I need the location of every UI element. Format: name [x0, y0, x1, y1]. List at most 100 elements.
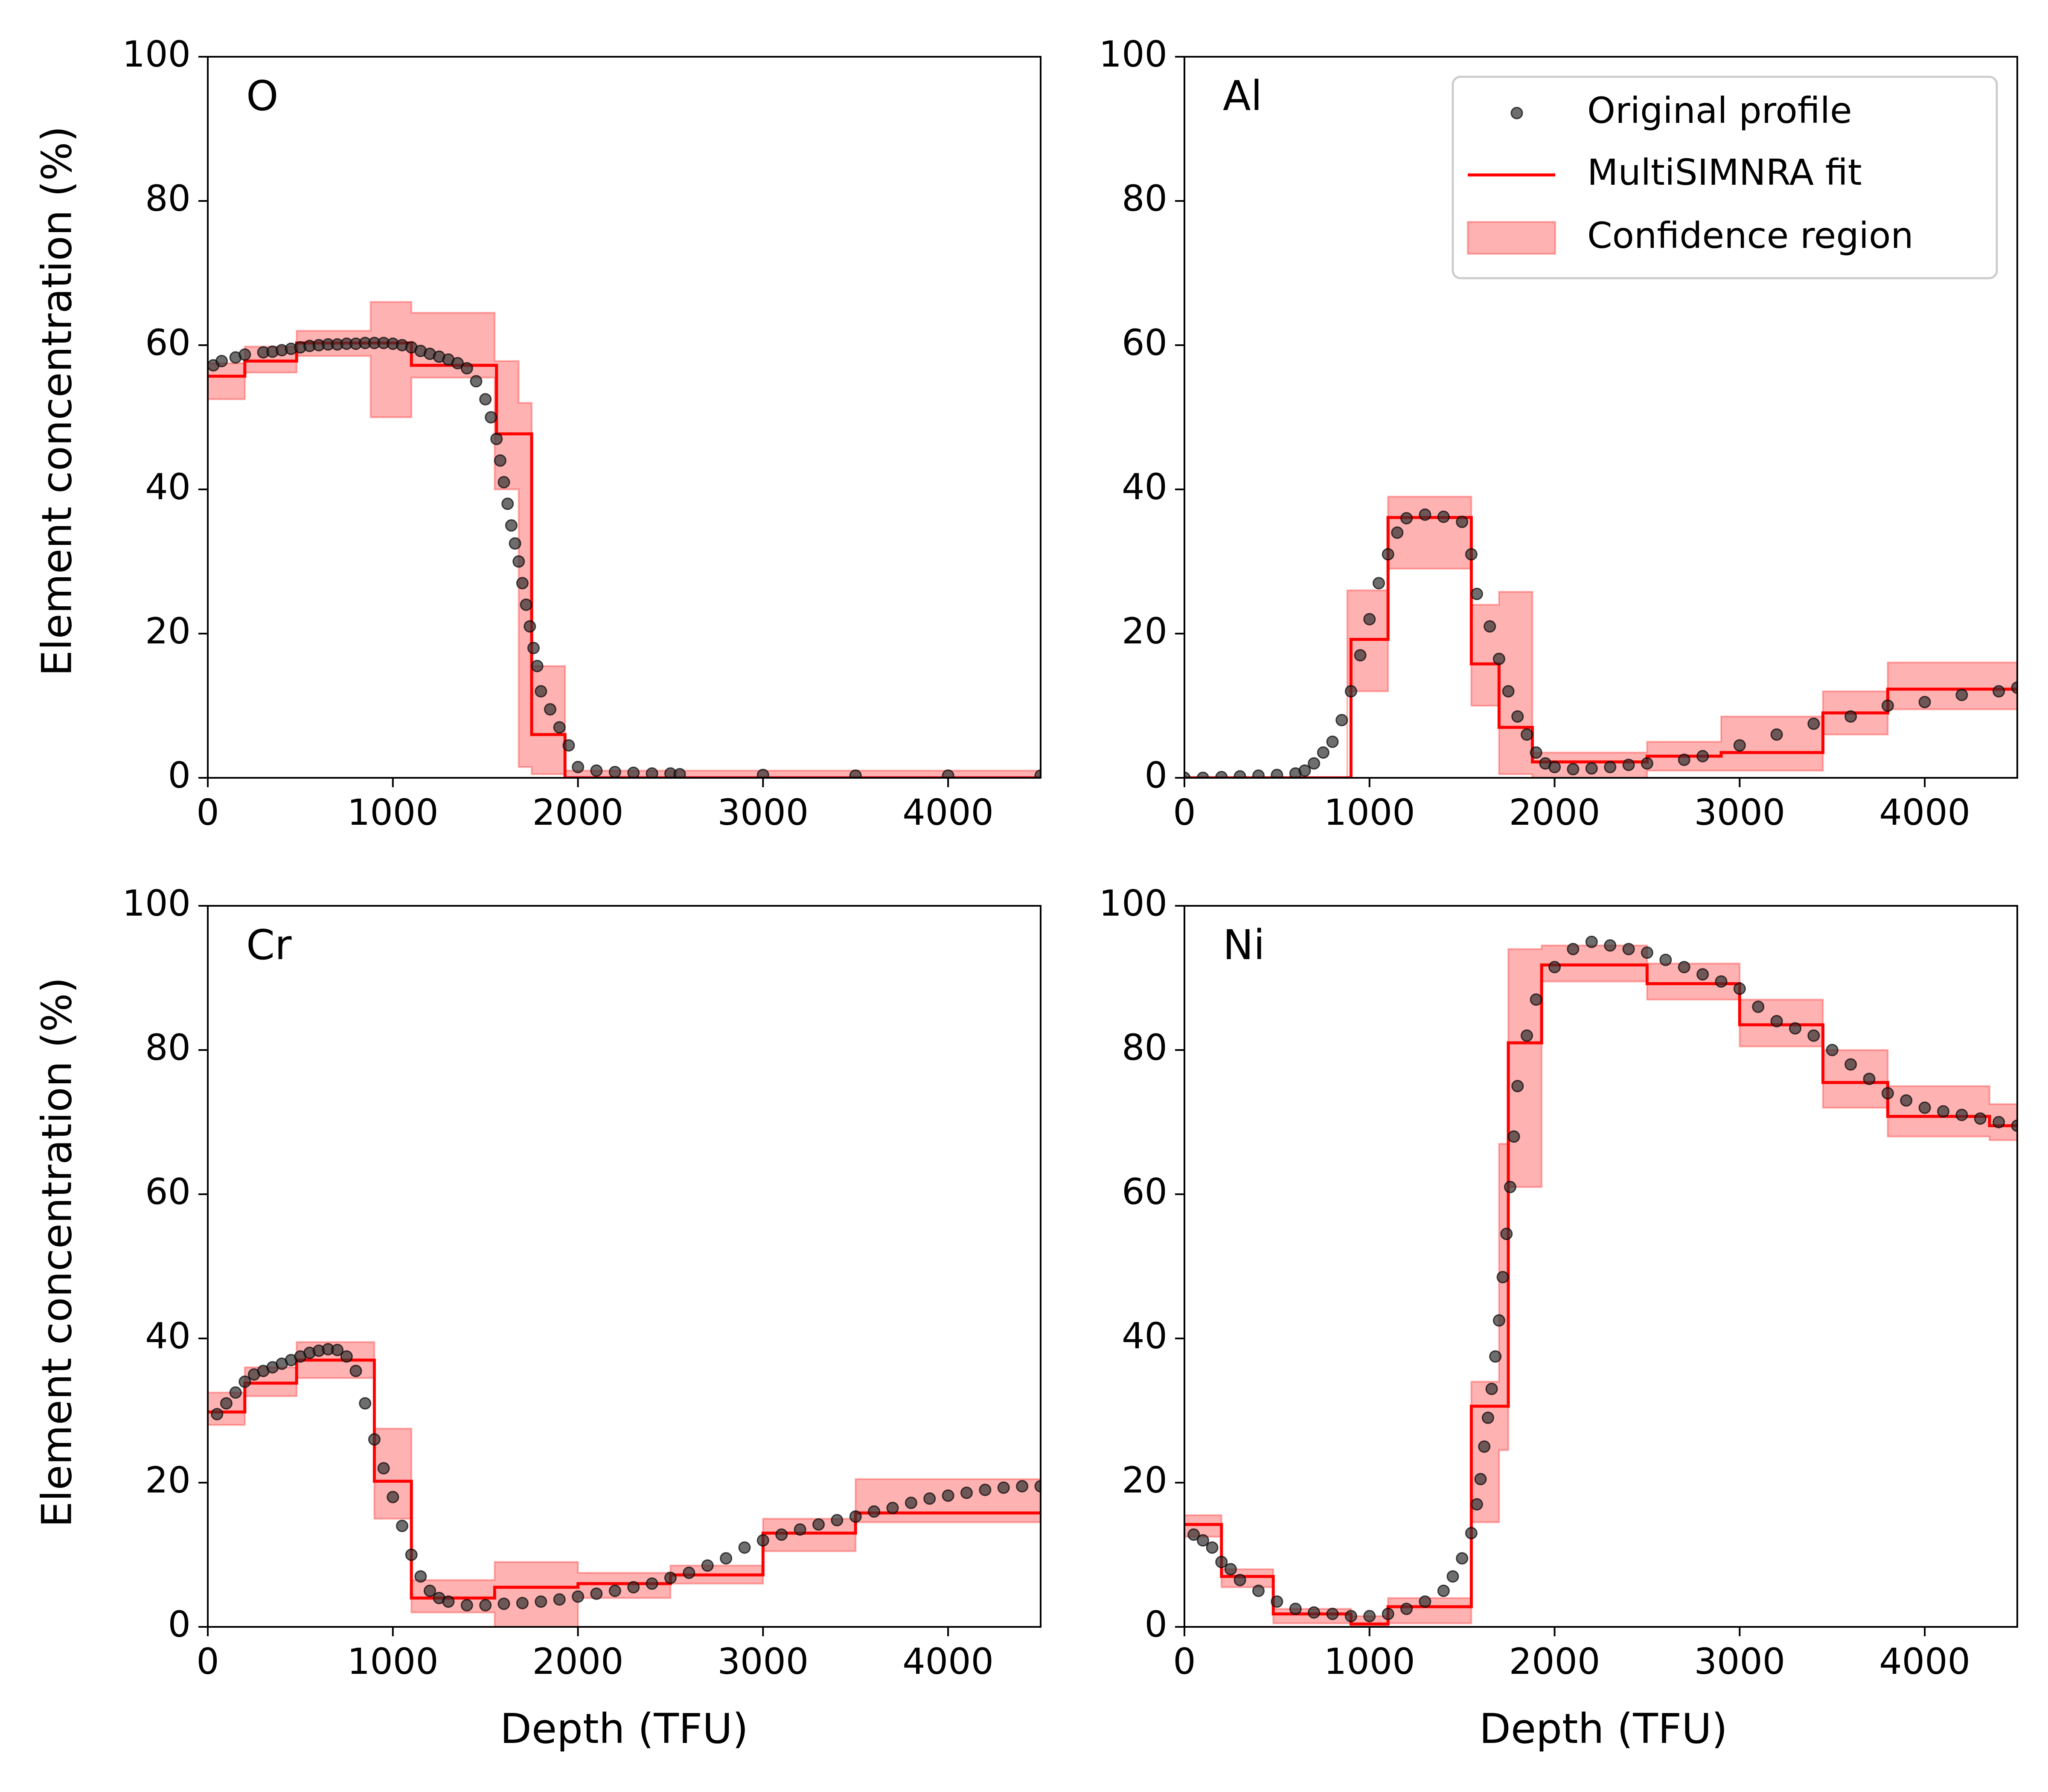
data-point	[1585, 762, 1598, 775]
data-point	[646, 1577, 658, 1590]
panel-ni: 0 1000 2000 3000 4000 0 20 40 60 80 100 Ni	[1099, 882, 2018, 1682]
x-tick-label: 2000	[532, 791, 624, 833]
data-point	[1752, 1001, 1765, 1013]
data-point	[1826, 1044, 1839, 1056]
data-point	[1252, 769, 1265, 778]
data-point	[1604, 939, 1617, 952]
data-point	[1184, 771, 1191, 778]
panel-element-label: O	[246, 72, 279, 120]
data-point	[1844, 710, 1857, 723]
y-tick-label: 20	[1122, 610, 1167, 652]
y-tick-label: 80	[1122, 177, 1167, 219]
data-point	[1354, 649, 1367, 662]
legend-frame	[1452, 76, 1998, 279]
data-point	[553, 721, 566, 734]
data-point	[497, 476, 510, 489]
data-point	[516, 1597, 529, 1609]
legend-label-fit: MultiSIMNRA fit	[1587, 151, 1862, 193]
data-point	[1456, 1552, 1469, 1565]
data-point	[1678, 961, 1690, 974]
data-point	[1974, 1112, 1987, 1125]
data-point	[1659, 954, 1672, 966]
data-point	[1233, 1574, 1246, 1586]
y-tick-label: 40	[1122, 466, 1167, 508]
data-point	[396, 1519, 408, 1532]
legend: Original profile MultiSIMNRA fit Confide…	[1452, 76, 1998, 279]
x-tick-label: 4000	[902, 1641, 994, 1682]
data-point	[1437, 1585, 1450, 1597]
y-tick-label: 60	[1122, 322, 1167, 364]
data-point	[359, 1397, 372, 1410]
data-point	[527, 642, 540, 655]
data-point	[1363, 613, 1376, 625]
data-point	[1604, 761, 1617, 774]
y-tick-label: 60	[1122, 1171, 1167, 1213]
data-point	[960, 1487, 973, 1499]
data-point	[673, 768, 686, 778]
data-point	[1504, 1181, 1516, 1193]
data-point	[572, 761, 585, 774]
data-point	[1521, 728, 1533, 741]
data-point	[627, 1581, 640, 1594]
data-point	[1271, 1595, 1283, 1608]
y-tick-label: 60	[145, 322, 191, 364]
data-point	[775, 1528, 788, 1541]
x-tick-label: 0	[1173, 791, 1196, 833]
data-point	[520, 598, 532, 611]
data-point	[794, 1523, 806, 1536]
data-point	[849, 1510, 862, 1523]
data-point	[239, 348, 251, 361]
data-point	[1844, 1058, 1857, 1071]
data-point	[590, 1587, 603, 1600]
y-tick-label: 80	[1122, 1027, 1167, 1068]
axis-labels: Element concentration (%) Element concen…	[33, 126, 1728, 1753]
x-tick-label: 3000	[717, 791, 809, 833]
data-point	[664, 1571, 677, 1584]
data-point	[905, 1496, 917, 1509]
data-point	[1326, 1608, 1339, 1620]
data-point	[1511, 710, 1524, 723]
data-point	[1496, 1271, 1509, 1283]
data-point	[562, 739, 575, 752]
data-point	[1034, 1480, 1041, 1492]
data-point	[1530, 746, 1542, 759]
panel-cr: 0 1000 2000 3000 4000 0 20 40 60 80 100 Cr	[122, 882, 1041, 1682]
data-point	[424, 1585, 436, 1597]
data-point	[1196, 771, 1209, 778]
data-point	[524, 620, 536, 633]
x-axis-label-left: Depth (TFU)	[500, 1705, 748, 1753]
data-point	[239, 1375, 251, 1388]
y-tick-label: 100	[122, 33, 191, 75]
panel-element-label: Cr	[246, 921, 292, 969]
data-point	[1993, 1116, 2005, 1129]
data-point	[1492, 652, 1505, 665]
data-point	[1446, 1570, 1459, 1583]
data-point	[738, 1541, 751, 1554]
data-point	[1567, 943, 1580, 955]
data-point	[1034, 769, 1041, 778]
data-point	[720, 1552, 733, 1565]
data-point	[1567, 763, 1580, 776]
x-tick-label: 2000	[1509, 791, 1600, 833]
data-point	[2011, 681, 2017, 694]
data-point	[1206, 1541, 1219, 1554]
y-tick-label: 80	[145, 1027, 191, 1068]
data-point	[442, 1595, 455, 1608]
data-point	[1863, 1073, 1876, 1085]
data-point	[942, 769, 954, 778]
data-point	[377, 1462, 390, 1475]
data-point	[1308, 1606, 1321, 1619]
data-point	[215, 355, 228, 367]
data-point	[479, 393, 492, 406]
data-point	[1492, 1314, 1505, 1327]
data-point	[1500, 1228, 1513, 1240]
data-point	[572, 1590, 585, 1603]
data-point	[1502, 685, 1515, 698]
axes-frame	[1184, 56, 2018, 779]
data-point	[331, 1344, 344, 1356]
confidence-band	[1184, 495, 2017, 778]
data-point	[1465, 548, 1478, 561]
y-tick-label: 20	[145, 1459, 191, 1501]
x-tick-label: 0	[1173, 1641, 1196, 1682]
